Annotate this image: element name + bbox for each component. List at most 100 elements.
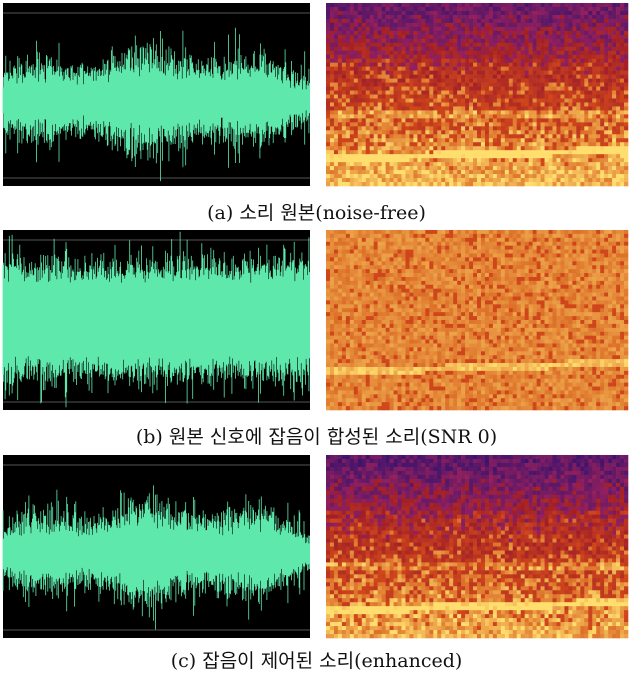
spectrogram-cell (616, 39, 620, 43)
spectrogram-cell (513, 79, 517, 83)
spectrogram-cell (413, 150, 417, 154)
spectrogram-cell (453, 59, 457, 63)
spectrogram-cell (469, 23, 473, 27)
spectrogram-cell (382, 142, 386, 146)
spectrogram-cell (612, 114, 616, 118)
spectrogram-cell (461, 35, 465, 39)
spectrogram-cell (616, 98, 620, 102)
spectrogram-cell (413, 246, 417, 250)
spectrogram-cell (366, 95, 370, 99)
spectrogram-cell (441, 150, 445, 154)
spectrogram-cell (600, 35, 604, 39)
spectrogram-cell (588, 11, 592, 15)
spectrogram-cell (533, 31, 537, 35)
spectrogram-cell (517, 230, 521, 234)
spectrogram-cell (509, 162, 513, 166)
spectrogram-cell (549, 300, 553, 304)
spectrogram-cell (433, 285, 437, 289)
spectrogram-cell (405, 27, 409, 31)
spectrogram-cell (485, 289, 489, 293)
spectrogram-cell (596, 242, 600, 246)
spectrogram-cell (338, 79, 342, 83)
spectrogram-cell (505, 67, 509, 71)
spectrogram-cell (489, 170, 493, 174)
spectrogram-cell (338, 146, 342, 150)
spectrogram-cell (580, 39, 584, 43)
spectrogram-cell (417, 126, 421, 130)
spectrogram-cell (501, 43, 505, 47)
spectrogram-cell (576, 170, 580, 174)
spectrogram-cell (421, 178, 425, 182)
spectrogram-cell (413, 71, 417, 75)
spectrogram-cell (437, 138, 441, 142)
spectrogram-cell (405, 289, 409, 293)
spectrogram-cell (553, 150, 557, 154)
spectrogram-cell (469, 95, 473, 99)
spectrogram-cell (330, 110, 334, 114)
spectrogram-cell (624, 138, 628, 142)
spectrogram-cell (493, 102, 497, 106)
spectrogram-cell (330, 289, 334, 293)
spectrogram-cell (505, 281, 509, 285)
spectrogram-cell (517, 7, 521, 11)
spectrogram-cell (537, 174, 541, 178)
spectrogram-cell (541, 35, 545, 39)
spectrogram-cell (394, 300, 398, 304)
spectrogram-cell (584, 182, 588, 186)
spectrogram-cell (556, 230, 560, 234)
spectrogram-cell (378, 297, 382, 301)
spectrogram-cell (549, 87, 553, 91)
spectrogram-cell (529, 15, 533, 19)
spectrogram-cell (465, 269, 469, 273)
spectrogram-cell (346, 166, 350, 170)
spectrogram-cell (413, 47, 417, 51)
spectrogram-cell (362, 142, 366, 146)
spectrogram-cell (588, 253, 592, 257)
spectrogram-cell (402, 110, 406, 114)
spectrogram-cell (556, 297, 560, 301)
spectrogram-cell (445, 162, 449, 166)
spectrogram-cell (521, 281, 525, 285)
spectrogram-cell (545, 281, 549, 285)
spectrogram-cell (433, 51, 437, 55)
spectrogram-cell (576, 71, 580, 75)
spectrogram-cell (358, 43, 362, 47)
spectrogram-cell (624, 110, 628, 114)
spectrogram-cell (596, 265, 600, 269)
spectrogram-cell (505, 51, 509, 55)
spectrogram-cell (600, 87, 604, 91)
spectrogram-cell (497, 289, 501, 293)
spectrogram-cell (533, 174, 537, 178)
spectrogram-cell (354, 154, 358, 158)
spectrogram-cell (529, 87, 533, 91)
spectrogram-cell (568, 67, 572, 71)
spectrogram-cell (402, 281, 406, 285)
spectrogram-cell (342, 138, 346, 142)
spectrogram-cell (624, 83, 628, 87)
spectrogram-cell (370, 134, 374, 138)
spectrogram-cell (505, 134, 509, 138)
spectrogram-cell (417, 250, 421, 254)
spectrogram-cell (469, 134, 473, 138)
spectrogram-cell (529, 230, 533, 234)
spectrogram-cell (350, 253, 354, 257)
spectrogram-cell (564, 11, 568, 15)
spectrogram-cell (529, 277, 533, 281)
spectrogram-cell (600, 142, 604, 146)
spectrogram-cell (596, 43, 600, 47)
spectrogram-cell (529, 43, 533, 47)
spectrogram-cell (358, 3, 362, 7)
spectrogram-cell (465, 304, 469, 308)
spectrogram-cell (596, 126, 600, 130)
spectrogram-cell (505, 27, 509, 31)
spectrogram-cell (537, 154, 541, 158)
spectrogram-cell (541, 289, 545, 293)
spectrogram-cell (529, 75, 533, 79)
spectrogram-cell (481, 110, 485, 114)
spectrogram-cell (405, 178, 409, 182)
spectrogram-cell (465, 174, 469, 178)
spectrogram-cell (608, 51, 612, 55)
spectrogram-cell (398, 178, 402, 182)
spectrogram-cell (346, 110, 350, 114)
spectrogram-cell (620, 83, 624, 87)
